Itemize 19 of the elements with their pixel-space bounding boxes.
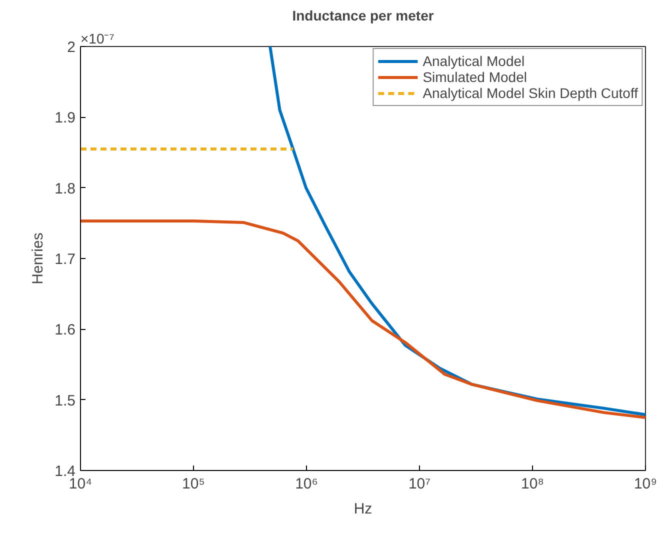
y-tick-label: 2 bbox=[67, 39, 76, 56]
y-axis-title: Henries bbox=[30, 232, 47, 284]
y-tick-label: 1.7 bbox=[54, 251, 76, 268]
x-tick-label: 10⁴ bbox=[68, 476, 92, 492]
y-tick-label: 1.9 bbox=[54, 110, 76, 127]
chart-title: Inductance per meter bbox=[292, 8, 434, 24]
y-tick-label: 1.8 bbox=[54, 180, 76, 198]
legend-label: Analytical Model Skin Depth Cutoff bbox=[422, 85, 638, 101]
legend-label: Analytical Model bbox=[422, 53, 525, 69]
y-tick-label: 1.5 bbox=[54, 392, 76, 410]
x-tick-label: 10⁹ bbox=[634, 476, 658, 492]
text: ×10⁻⁷ bbox=[80, 30, 114, 46]
y-tick-label: 1.6 bbox=[54, 322, 76, 339]
x-tick-label: 10⁵ bbox=[182, 476, 205, 492]
x-tick-label: 10⁷ bbox=[408, 476, 431, 492]
x-tick-label: 10⁸ bbox=[520, 476, 544, 492]
x-tick-label: 10⁶ bbox=[295, 476, 318, 492]
legend-label: Simulated Model bbox=[422, 69, 527, 85]
x-axis-title: Hz bbox=[354, 500, 372, 518]
